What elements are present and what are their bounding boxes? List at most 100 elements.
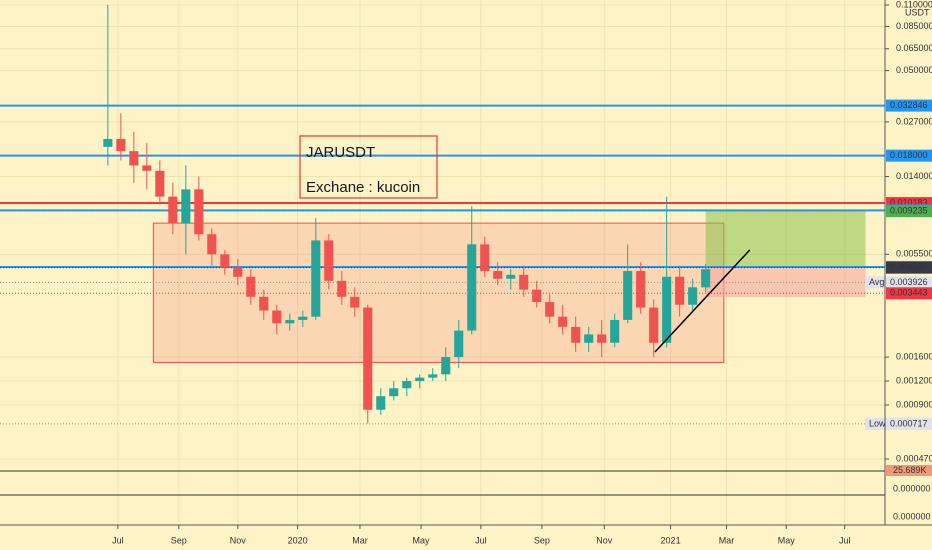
pane-label: 0.000000 [893,483,931,493]
candle-body [350,296,360,308]
y-tick-label: 0.001600 [896,351,932,361]
annotation-box [299,135,438,199]
x-tick-label: 2021 [661,535,681,545]
candle-body [701,269,711,288]
trendline [654,249,751,353]
y-tick-label: 0.050000 [896,65,932,75]
level-label: 0.032846 [890,100,928,110]
x-tick-label: May [413,535,431,545]
annotation-line: JARUSDT [306,144,375,161]
candle-body [571,326,581,343]
level-label-bg [886,149,932,162]
candle-body [584,334,594,343]
level-label: 0.018000 [890,150,928,160]
x-tick-label: 2020 [288,535,308,545]
pane-label: 0.000000 [893,511,931,521]
candle-body [597,334,607,343]
candle-body [675,276,685,305]
volume-label: 25.689K [893,465,927,475]
annotation-line: Exchane : kucoin [306,179,420,196]
candle-body [623,271,633,320]
marker-label: 0.003926 [890,277,928,287]
marker-prefix: Avg [869,277,884,287]
x-tick-label: Jul [112,535,124,545]
x-tick-label: Nov [596,535,613,545]
candle-body [389,388,399,397]
y-tick-label: 0.000900 [896,399,932,409]
candle-body [662,276,672,343]
marker-label-bg [886,205,932,218]
candle-body [220,254,230,268]
candle-body [233,267,243,277]
candle-body [636,271,646,308]
candle-body [376,396,386,410]
volume-label-bg [886,465,932,476]
candle-body [116,138,126,152]
y-tick-label: 0.110000 [896,0,932,9]
candle-body [246,276,256,297]
candle-body [649,307,659,343]
marker-label-bg [886,261,932,274]
candle-body [129,151,139,166]
candle-body [272,310,282,324]
overlay: 0.0328460.0180000.0101830.0093290.004726… [654,99,932,430]
marker-label: 0.009235 [890,206,928,216]
candle-body [558,316,568,327]
candle-body [610,319,620,343]
candle-body [428,374,438,378]
candle-body [168,196,178,224]
marker-label-bg [865,417,932,430]
candle-body [194,189,204,235]
marker-label-bg [865,276,932,289]
candle-body [415,377,425,382]
y-tick-label: 0.005500 [896,249,932,259]
target-box [705,210,866,267]
x-tick-label: Sep [534,535,550,545]
y-tick-label: 0.000470 [896,453,932,463]
marker-label: 0.003443 [890,288,928,298]
x-tick-label: Nov [230,535,247,545]
candle-body [493,271,503,279]
candle-body [506,274,516,279]
level-label-bg [886,99,932,112]
x-tick-label: Mar [352,535,368,545]
candles [103,4,711,424]
level-label: 0.010183 [890,197,928,207]
y-tick-label: 0.027000 [896,116,932,126]
y-tick-label: 0.065000 [896,43,932,53]
marker-prefix: Low [869,418,886,428]
x-tick-label: Sep [171,535,187,545]
candle-body [545,302,555,317]
candle-body [467,244,477,331]
marker-label-bg [886,287,932,300]
candle-body [519,274,529,290]
x-tick-label: Mar [719,535,735,545]
candle-body [337,280,347,297]
candle-body [480,244,490,272]
candle-body [688,287,698,305]
marker-label: 0.004685 [890,262,928,272]
x-tick-label: Jul [839,535,851,545]
candle-body [311,240,321,317]
candle-body [363,307,373,410]
candle-body [155,170,165,197]
candle-body [142,165,152,171]
y-tick-label: 0.001200 [896,375,932,385]
candle-body [285,319,295,324]
y-tick-label: 0.014000 [896,171,932,181]
candle-body [454,330,464,358]
x-tick-label: Jul [475,535,487,545]
candle-body [207,234,217,255]
candle-body [402,381,412,389]
candle-body [181,189,191,224]
x-tick-label: May [778,535,796,545]
currency-label: USDT [905,7,930,17]
candle-body [532,289,542,303]
candle-body [259,296,269,311]
candle-body [324,240,334,281]
candle-body [441,357,451,375]
y-tick-label: 0.085000 [896,21,932,31]
marker-label: 0.000717 [890,418,928,428]
